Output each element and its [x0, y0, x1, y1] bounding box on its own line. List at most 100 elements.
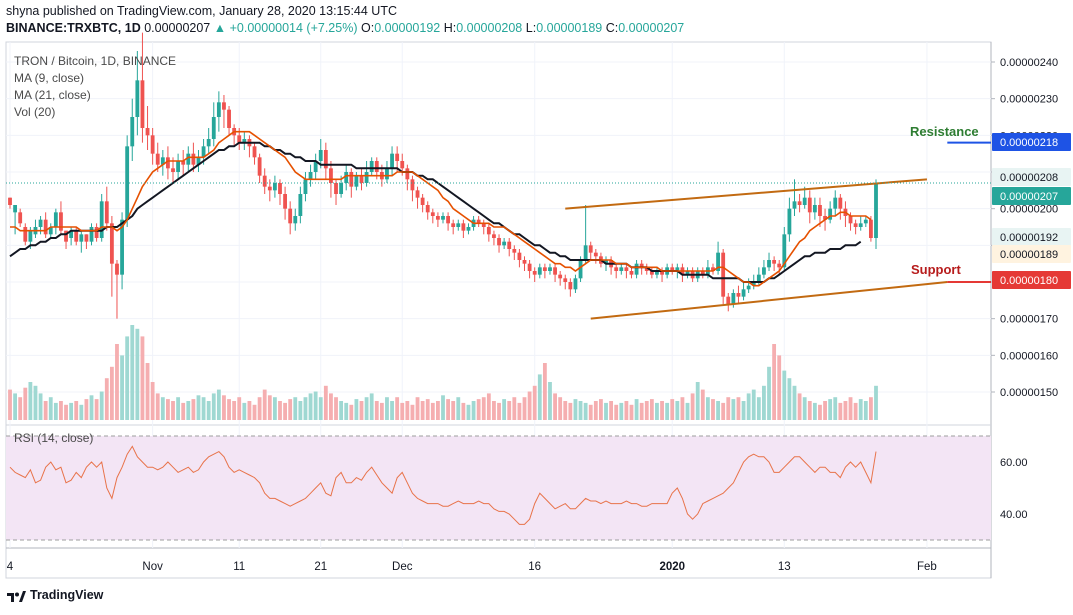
volume-bar [385, 397, 389, 420]
volume-bar [48, 397, 53, 420]
candle-body [578, 260, 583, 279]
volume-bar [405, 401, 410, 420]
volume-bar [155, 393, 160, 420]
candle-body [150, 135, 155, 154]
volume-bar [716, 401, 720, 420]
candle-body [293, 216, 298, 224]
candle-body [787, 208, 792, 235]
candle-body [823, 216, 827, 220]
candle-body [145, 128, 150, 136]
volume-bar [629, 404, 634, 420]
candle-body [420, 197, 425, 205]
price-tag-label: 0.00000189 [1000, 249, 1058, 261]
volume-bar [349, 404, 354, 420]
candle-body [858, 223, 863, 227]
candle-body [675, 267, 680, 271]
price-tag-bg [992, 228, 1071, 246]
candle-body [298, 194, 303, 216]
volume-bar [191, 399, 196, 420]
volume-bar [502, 399, 507, 420]
price-tick-label: 0.00000160 [1000, 350, 1058, 362]
volume-bar [288, 399, 293, 420]
candle-body [818, 205, 822, 216]
volume-bar [339, 401, 344, 420]
candle-body [644, 267, 649, 271]
volume-bar [456, 397, 461, 420]
volume-bar [721, 402, 726, 420]
volume-bar [262, 389, 267, 420]
volume-bar [593, 401, 598, 420]
low-label: L: [525, 21, 537, 35]
volume-bar [639, 402, 644, 420]
candle-body [634, 263, 639, 275]
volume-bar [532, 385, 537, 420]
candle-body [94, 227, 99, 238]
candle-body [109, 223, 114, 264]
candle-body [385, 168, 389, 180]
volume-bar [599, 399, 603, 420]
volume-bar [782, 370, 787, 420]
candle-body [624, 267, 629, 271]
volume-bar [471, 401, 476, 420]
price-tag-bg [992, 187, 1071, 205]
candle-body [522, 260, 527, 264]
volume-bar [863, 401, 868, 420]
candle-body [405, 168, 410, 180]
legend-title: TRON / Bitcoin, 1D, BINANCE [14, 54, 176, 68]
volume-bar [298, 401, 303, 420]
price-tag-bg [992, 245, 1071, 263]
candle-body [568, 282, 573, 290]
volume-bar [196, 395, 201, 420]
candle-body [303, 179, 308, 194]
volume-bar [247, 401, 252, 420]
tradingview-logo-icon [6, 589, 26, 603]
volume-bar [410, 404, 415, 420]
price-tick-label: 0.00000170 [1000, 314, 1058, 326]
volume-bar [43, 401, 48, 420]
candle-body [777, 263, 782, 268]
candle-body [863, 219, 868, 224]
candle-body [593, 252, 598, 257]
volume-bar [833, 397, 838, 420]
volume-bar [69, 402, 74, 420]
candle-body [456, 223, 461, 227]
candle-body [782, 234, 787, 268]
candle-body [196, 157, 201, 165]
volume-bar [700, 389, 705, 420]
candle-body [604, 260, 608, 264]
tradingview-logo[interactable]: TradingView [6, 588, 103, 603]
rsi-band [6, 436, 991, 540]
candle-body [400, 161, 405, 169]
candle-body [446, 216, 451, 224]
volume-bar [762, 385, 766, 420]
volume-bar [512, 397, 517, 420]
candle-body [563, 278, 568, 282]
candle-body [492, 234, 496, 238]
volume-bar [344, 402, 349, 420]
volume-bar [89, 395, 94, 420]
publish-info: shyna published on TradingView.com, Janu… [6, 4, 397, 18]
volume-bar [232, 401, 237, 420]
volume-bar [578, 401, 583, 420]
volume-bar [568, 402, 573, 420]
volume-bar [257, 397, 262, 420]
time-tick-label: 21 [314, 561, 327, 573]
candle-body [334, 183, 338, 194]
volume-bar [624, 401, 629, 420]
volume-bar [756, 397, 761, 420]
candle-body [588, 245, 593, 253]
candle-body [395, 153, 400, 161]
volume-bar [746, 393, 751, 420]
candle-body [797, 201, 802, 205]
close-label: C: [605, 21, 619, 35]
volume-bar [64, 404, 68, 420]
volume-bar [517, 402, 522, 420]
volume-bar [267, 395, 272, 420]
candle-body [537, 267, 542, 275]
candle-body [191, 153, 196, 165]
candle-body [660, 271, 664, 275]
candle-body [308, 172, 313, 180]
volume-bar [695, 382, 700, 420]
volume-bar [818, 404, 822, 420]
